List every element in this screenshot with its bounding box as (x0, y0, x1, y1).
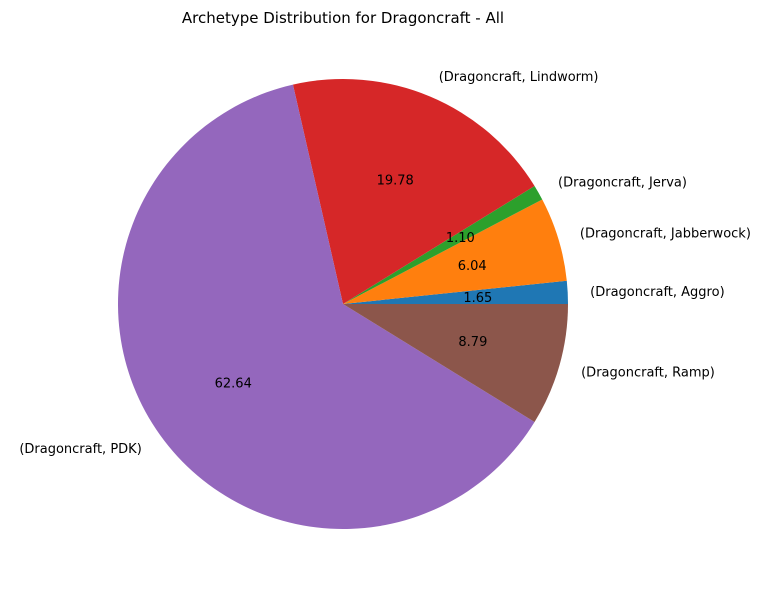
slice-category-label: (Dragoncraft, Jabberwock) (580, 226, 751, 241)
pie-slice (343, 199, 567, 304)
pie-slice (117, 84, 535, 530)
slice-value-label: 6.04 (458, 259, 487, 274)
slice-category-label: (Dragoncraft, PDK) (19, 442, 141, 457)
slice-category-label: (Dragoncraft, Jerva) (558, 176, 687, 191)
pie-slice (343, 304, 568, 423)
slice-category-label: (Dragoncraft, Aggro) (590, 285, 725, 300)
pie-labels: 1.65 (Dragoncraft, Aggro) 6.04 (Dragoncraft… (19, 70, 751, 457)
chart-title: Archetype Distribution for Dragoncraft -… (182, 9, 504, 27)
slice-value-label: 1.65 (463, 291, 492, 306)
slice-value-label: 19.78 (377, 174, 414, 189)
slice-category-label: (Dragoncraft, Ramp) (581, 365, 715, 380)
pie-slices (117, 79, 568, 530)
pie-slice (292, 79, 535, 305)
slice-value-label: 1.10 (446, 231, 475, 246)
slice-category-label: (Dragoncraft, Lindworm) (439, 70, 599, 85)
pie-slice (343, 185, 543, 304)
slice-value-label: 62.64 (215, 377, 252, 392)
slice-value-label: 8.79 (458, 335, 487, 350)
pie-slice (343, 280, 568, 304)
